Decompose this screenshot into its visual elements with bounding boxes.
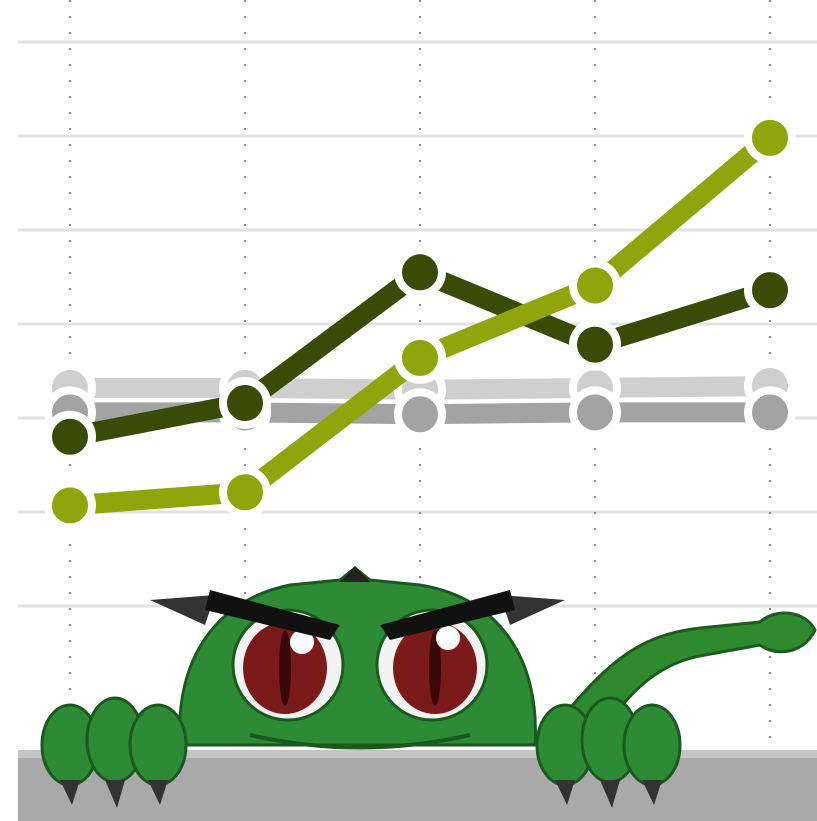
data-point bbox=[744, 386, 796, 439]
data-point bbox=[569, 259, 621, 312]
glint-left bbox=[290, 630, 314, 654]
data-point bbox=[44, 479, 96, 532]
paw-left bbox=[40, 696, 188, 808]
data-point bbox=[394, 388, 446, 441]
paw-right bbox=[535, 696, 682, 808]
data-point bbox=[744, 264, 796, 317]
data-point bbox=[569, 386, 621, 439]
brow-left bbox=[205, 590, 340, 640]
tail bbox=[557, 611, 817, 737]
data-point bbox=[394, 331, 446, 384]
mouth bbox=[249, 733, 471, 750]
data-point bbox=[219, 466, 271, 519]
pupil-right bbox=[429, 630, 441, 706]
data-point bbox=[569, 318, 621, 371]
pupil-left bbox=[279, 630, 291, 706]
data-point bbox=[219, 376, 271, 429]
data-point bbox=[44, 410, 96, 463]
mascot bbox=[18, 566, 817, 821]
data-point bbox=[744, 111, 796, 164]
floor-edge bbox=[18, 750, 817, 758]
data-point bbox=[394, 246, 446, 299]
horn-top bbox=[340, 566, 370, 582]
horn-right bbox=[500, 595, 565, 625]
glint-right bbox=[436, 626, 460, 650]
brow-right bbox=[380, 590, 515, 640]
horn-left bbox=[150, 595, 215, 625]
plot bbox=[44, 111, 796, 532]
